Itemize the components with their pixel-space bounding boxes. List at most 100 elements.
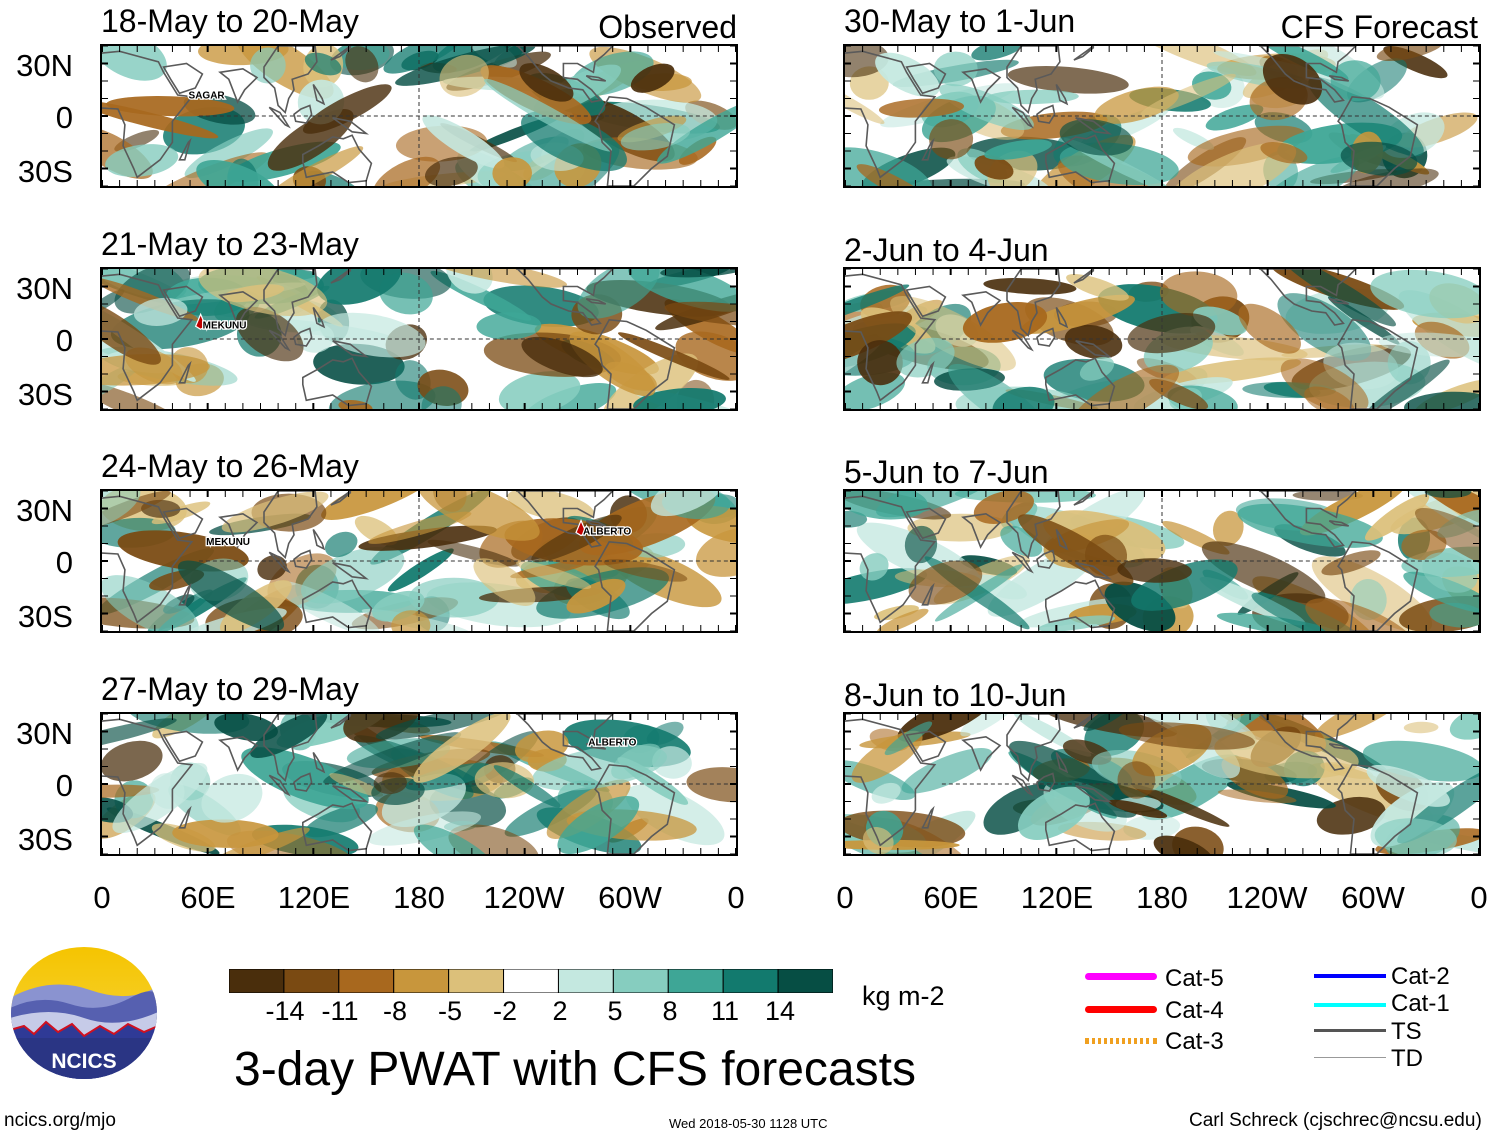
coastline xyxy=(162,730,204,763)
legend-label-td: TD xyxy=(1391,1045,1423,1072)
anomaly-field xyxy=(102,714,736,854)
moist-anomaly xyxy=(896,337,955,378)
map-panel-3-plot: MEKUNU ALBERTO xyxy=(102,491,736,631)
legend-label-cat5: Cat-5 xyxy=(1165,965,1224,992)
dry-anomaly xyxy=(696,527,736,577)
coastline xyxy=(1006,714,1061,783)
colorbar-tick: -5 xyxy=(437,996,462,1026)
moist-anomaly xyxy=(1404,391,1479,409)
coastline xyxy=(218,67,259,104)
moist-anomaly xyxy=(214,714,278,742)
coastline xyxy=(330,46,352,61)
coastline xyxy=(1075,562,1113,580)
dry-anomaly xyxy=(368,511,472,544)
moist-anomaly xyxy=(484,78,613,152)
dry-anomaly xyxy=(874,605,919,621)
dry-anomaly xyxy=(1153,835,1214,854)
colorbar-swatch xyxy=(393,968,450,994)
coastline xyxy=(1328,298,1350,305)
dry-anomaly xyxy=(329,773,384,797)
panel-title-5: 30-May to 1-Jun xyxy=(844,3,1076,39)
coastline xyxy=(162,507,204,540)
coastline xyxy=(102,273,194,402)
moist-anomaly xyxy=(1131,559,1238,611)
coastline xyxy=(263,491,318,560)
lon-label-360: 0 xyxy=(1470,880,1488,915)
coastline xyxy=(302,357,373,407)
storm-label: ALBERTO xyxy=(583,527,631,538)
anomaly-field xyxy=(102,491,736,631)
coastline xyxy=(102,718,194,847)
coastline xyxy=(515,46,614,103)
coastline xyxy=(162,62,204,95)
coastline xyxy=(1337,318,1419,409)
coastline xyxy=(268,774,291,797)
coastline xyxy=(302,134,373,184)
dry-anomaly xyxy=(427,539,520,567)
coastline xyxy=(102,50,194,179)
dry-anomaly xyxy=(531,514,622,563)
colorbar-swatches xyxy=(228,968,834,994)
panel-title-2: 21-May to 23-May xyxy=(101,226,359,262)
coastline xyxy=(845,718,937,847)
dry-anomaly xyxy=(603,559,688,582)
coastline xyxy=(312,84,326,106)
moist-anomaly xyxy=(1079,356,1115,381)
colorbar-swatch xyxy=(612,968,669,994)
chart-title: 3-day PWAT with CFS forecasts xyxy=(234,1043,916,1096)
lon-label-60e: 60E xyxy=(923,880,979,915)
moist-anomaly xyxy=(413,824,498,854)
storm-label: MEKUNU xyxy=(203,320,247,331)
dry-anomaly xyxy=(373,772,407,795)
lon-label-180: 180 xyxy=(393,880,445,915)
dry-anomaly xyxy=(1163,357,1302,385)
moist-anomaly xyxy=(1216,612,1346,631)
dry-anomaly xyxy=(1376,46,1445,62)
map-panel-6 xyxy=(843,267,1481,411)
moist-anomaly xyxy=(1362,359,1450,409)
coastline xyxy=(218,512,259,549)
coastline xyxy=(1006,46,1061,115)
coastline xyxy=(263,46,318,115)
moist-anomaly xyxy=(177,560,285,631)
lon-label-120e: 120E xyxy=(277,880,351,915)
moist-anomaly xyxy=(1257,156,1360,186)
panel-title-4: 27-May to 29-May xyxy=(101,671,359,707)
coastline xyxy=(961,290,1002,327)
coastline xyxy=(905,507,947,540)
moist-anomaly xyxy=(1237,503,1383,548)
coastline xyxy=(845,495,937,624)
moist-anomaly xyxy=(625,784,725,846)
coastline xyxy=(1055,307,1069,329)
coastline xyxy=(905,730,947,763)
coastline xyxy=(312,307,326,329)
moist-anomaly xyxy=(611,743,661,780)
dry-anomaly xyxy=(1108,799,1168,819)
moist-anomaly xyxy=(933,51,978,87)
lat-label-30s: 30S xyxy=(17,599,73,634)
coastline xyxy=(263,269,318,338)
dry-anomaly xyxy=(617,332,730,380)
coastline xyxy=(1036,549,1056,569)
moist-anomaly xyxy=(304,803,378,838)
coastline xyxy=(845,273,937,402)
moist-anomaly xyxy=(201,773,263,823)
moist-anomaly xyxy=(1424,491,1472,499)
moist-anomaly xyxy=(939,83,1034,130)
footer-author: Carl Schreck (cjschrec@ncsu.edu) xyxy=(1189,1110,1482,1131)
dry-anomaly xyxy=(1305,598,1417,631)
dry-anomaly xyxy=(474,762,535,799)
moist-anomaly xyxy=(971,46,1025,61)
moist-anomaly xyxy=(1422,552,1478,593)
dry-anomaly xyxy=(514,730,569,763)
coastline xyxy=(332,340,370,358)
coastline xyxy=(312,529,326,551)
dry-anomaly xyxy=(1260,142,1308,164)
coastline xyxy=(845,50,937,179)
map-panel-8-plot xyxy=(845,714,1479,854)
dry-anomaly xyxy=(1187,125,1306,167)
coastline xyxy=(1073,491,1095,506)
dry-anomaly xyxy=(448,824,539,854)
coastline xyxy=(178,137,192,161)
footer-url[interactable]: ncics.org/mjo xyxy=(4,1110,116,1131)
